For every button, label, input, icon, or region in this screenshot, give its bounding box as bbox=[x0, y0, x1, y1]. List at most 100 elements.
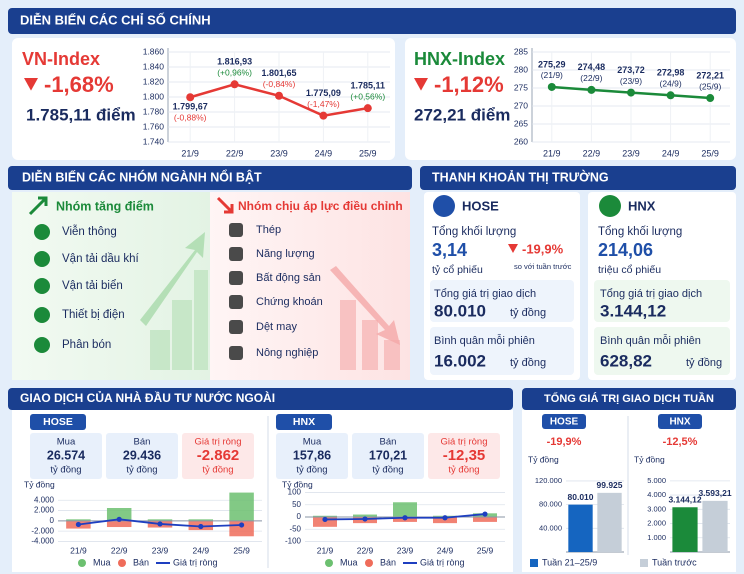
sector-icon bbox=[34, 224, 50, 240]
point bbox=[587, 85, 596, 94]
y-tick-label: 0 bbox=[50, 516, 55, 525]
label: Bất động sản bbox=[256, 272, 321, 284]
point bbox=[363, 104, 372, 113]
decor-bar bbox=[172, 300, 192, 370]
label: HNX-Index bbox=[414, 49, 505, 69]
label: Bán bbox=[134, 437, 151, 448]
data-label: 272,98 bbox=[657, 68, 685, 78]
decor-bar bbox=[340, 300, 356, 370]
label: tỷ đồng bbox=[50, 465, 81, 476]
x-tick-label: 22/9 bbox=[583, 148, 601, 158]
x-tick-label: 24/9 bbox=[437, 545, 454, 555]
point bbox=[402, 515, 408, 521]
label: Mua bbox=[303, 437, 322, 448]
label: tỷ đồng bbox=[296, 465, 327, 476]
label: tỷ cổ phiếu bbox=[432, 264, 483, 276]
y-tick-label: 2.000 bbox=[34, 506, 55, 515]
summary-box bbox=[428, 433, 500, 479]
decor-bar bbox=[362, 320, 378, 370]
x-tick-label: 25/9 bbox=[701, 148, 719, 158]
label: 26.574 bbox=[47, 448, 85, 462]
label: Dệt may bbox=[256, 321, 297, 333]
y-tick-label: 1.740 bbox=[143, 136, 165, 146]
label: GIAO DỊCH CỦA NHÀ ĐẦU TƯ NƯỚC NGOÀI bbox=[20, 390, 275, 405]
label: Tổng giá trị giao dịch bbox=[600, 288, 702, 300]
y-tick-label: 260 bbox=[514, 136, 528, 146]
legend-swatch bbox=[118, 559, 126, 567]
x-tick-label: 23/9 bbox=[622, 148, 640, 158]
label: Năng lượng bbox=[256, 248, 315, 260]
down-arrow bbox=[414, 78, 428, 91]
label: 80.010 bbox=[434, 301, 486, 320]
label: Nhóm chịu áp lực điều chỉnh bbox=[238, 199, 403, 213]
legend-label: Giá trị ròng bbox=[173, 557, 218, 567]
bar bbox=[147, 519, 173, 521]
annotation: (+0,96%) bbox=[217, 68, 252, 78]
sector-icon bbox=[34, 307, 50, 323]
point bbox=[116, 516, 122, 522]
section-bar bbox=[8, 8, 736, 34]
label: Vận tải dầu khí bbox=[62, 253, 140, 265]
box bbox=[430, 280, 574, 322]
summary-box bbox=[106, 433, 178, 479]
box bbox=[594, 327, 730, 375]
panel bbox=[522, 410, 736, 572]
point bbox=[547, 82, 556, 91]
label: 157,86 bbox=[293, 448, 331, 462]
annotation: (-1,47%) bbox=[307, 99, 340, 109]
bar bbox=[597, 492, 622, 552]
bar bbox=[188, 519, 214, 521]
x-tick-label: 24/9 bbox=[662, 148, 680, 158]
exchange-pill bbox=[542, 414, 586, 429]
label: Nhóm tăng điểm bbox=[56, 199, 154, 213]
label: tỷ đồng bbox=[372, 465, 403, 476]
point bbox=[239, 522, 245, 528]
point bbox=[319, 111, 328, 120]
legend-label: Tuần trước bbox=[652, 557, 697, 567]
label: 272,21 điểm bbox=[414, 105, 510, 124]
label: triệu cổ phiếu bbox=[598, 264, 661, 276]
label: HOSE bbox=[43, 416, 73, 428]
label: 1.785,11 điểm bbox=[26, 105, 136, 124]
point bbox=[198, 523, 204, 530]
label: 16.002 bbox=[434, 351, 486, 370]
label: TỔNG GIÁ TRỊ GIAO DỊCH TUẦN bbox=[544, 392, 714, 405]
label: Tổng khối lượng bbox=[432, 226, 516, 238]
sector-icon bbox=[229, 346, 243, 360]
exchange-icon bbox=[599, 195, 621, 217]
box bbox=[430, 327, 574, 375]
label: THANH KHOẢN THỊ TRƯỜNG bbox=[432, 169, 609, 184]
bar bbox=[353, 514, 377, 517]
y-tick-label: -50 bbox=[289, 524, 301, 533]
sector-icon bbox=[34, 278, 50, 294]
decor-arrow bbox=[330, 266, 400, 345]
summary-box bbox=[276, 433, 348, 479]
decor-arrow bbox=[140, 232, 205, 326]
label: Mua bbox=[57, 437, 76, 448]
label: tỷ đồng bbox=[686, 357, 722, 369]
y-tick-label: -100 bbox=[285, 537, 302, 546]
label: HNX bbox=[293, 416, 315, 428]
point bbox=[442, 515, 448, 521]
label: Giá trị ròng bbox=[441, 437, 488, 448]
legend-swatch bbox=[365, 559, 373, 567]
label: VN-Index bbox=[22, 49, 100, 69]
label: Tổng khối lượng bbox=[598, 226, 682, 238]
y-tick-label: 120.000 bbox=[535, 476, 562, 485]
y-tick-label: -4.000 bbox=[31, 537, 54, 546]
exchange-pill bbox=[658, 414, 702, 429]
y-tick-label: 270 bbox=[514, 100, 528, 110]
x-tick-label: 22/9 bbox=[357, 545, 374, 555]
label: HOSE bbox=[462, 198, 499, 213]
label: tỷ đồng bbox=[510, 357, 546, 369]
x-tick-label: 25/9 bbox=[477, 545, 494, 555]
card bbox=[405, 38, 736, 160]
down-arrow bbox=[24, 78, 38, 91]
label: Viễn thông bbox=[62, 225, 117, 238]
annotation: (21/9) bbox=[541, 70, 563, 80]
sector-icon bbox=[229, 295, 243, 309]
label: -12,35 bbox=[443, 447, 486, 464]
bar bbox=[473, 517, 497, 522]
point bbox=[666, 91, 675, 100]
y-tick-label: 1.780 bbox=[143, 106, 165, 116]
